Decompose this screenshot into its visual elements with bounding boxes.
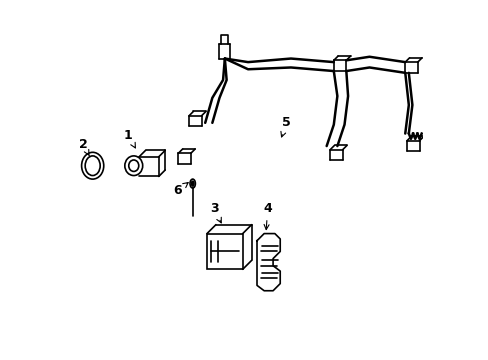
Text: 4: 4 — [263, 202, 271, 230]
Text: 3: 3 — [209, 202, 221, 223]
Ellipse shape — [191, 181, 194, 186]
Text: 5: 5 — [280, 116, 290, 137]
Text: 1: 1 — [124, 129, 135, 148]
Text: 6: 6 — [173, 183, 188, 197]
Text: 2: 2 — [79, 138, 89, 156]
